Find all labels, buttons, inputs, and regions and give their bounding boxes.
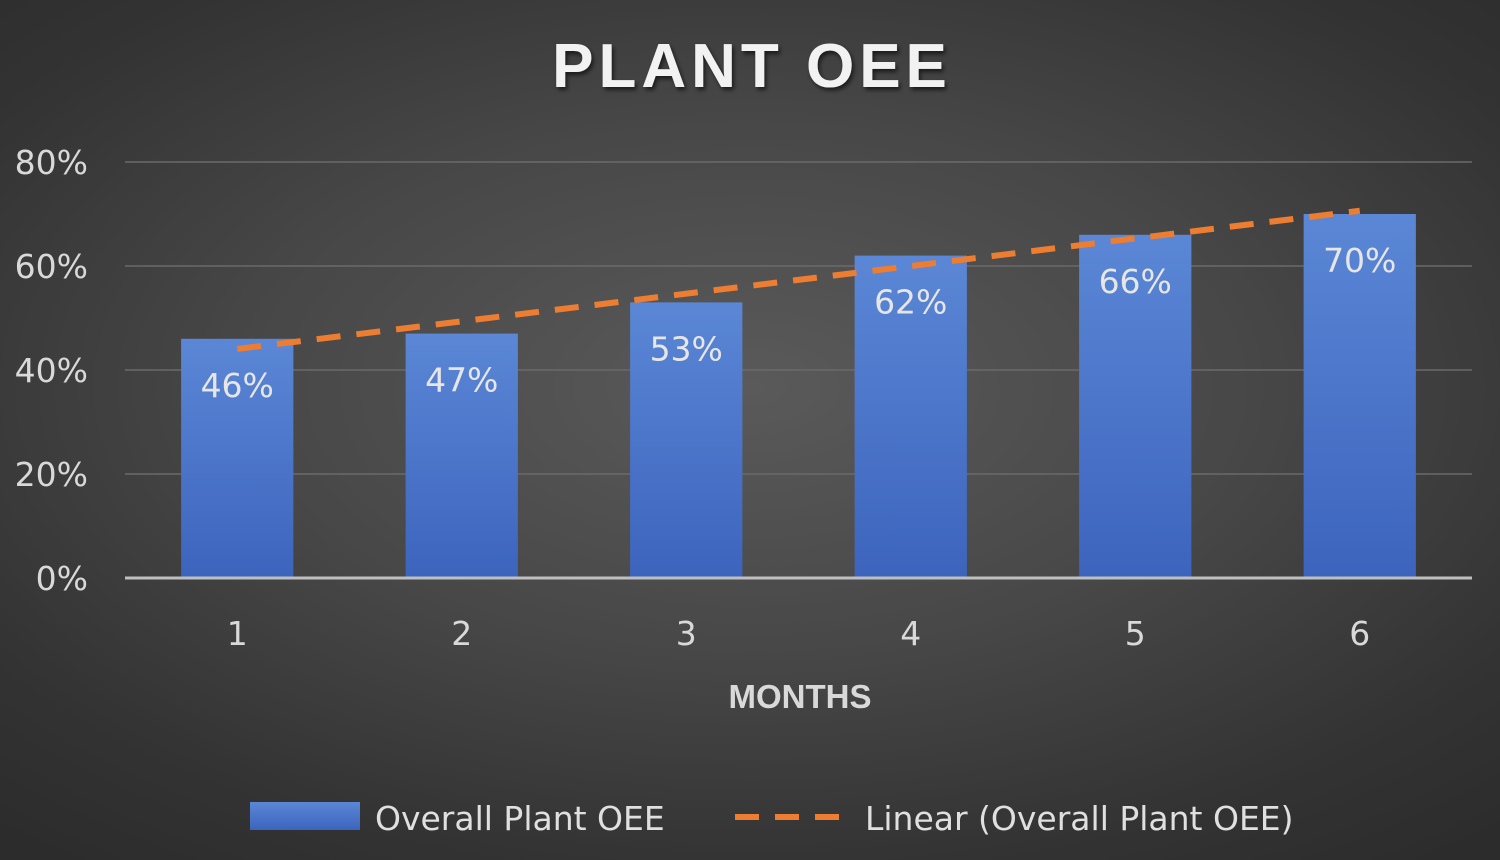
data-label: 53% xyxy=(650,329,723,368)
bar xyxy=(630,302,743,578)
data-label: 70% xyxy=(1323,241,1396,280)
y-tick-label: 40% xyxy=(15,351,88,390)
y-axis-tick-labels: 0% 20% 40% 60% 80% xyxy=(15,143,88,598)
chart-title: PLANT OEE xyxy=(552,32,952,101)
y-tick-label: 60% xyxy=(15,247,88,286)
bar xyxy=(1303,214,1416,578)
data-label: 46% xyxy=(201,366,274,405)
bar xyxy=(854,255,967,578)
x-axis-tick-labels: 1 2 3 4 5 6 xyxy=(227,614,1371,653)
x-tick-label: 2 xyxy=(451,614,472,653)
bars xyxy=(181,214,1416,579)
y-tick-label: 80% xyxy=(15,143,88,182)
gridlines xyxy=(125,161,1472,475)
bar xyxy=(405,333,518,578)
x-tick-label: 1 xyxy=(227,614,248,653)
legend: Overall Plant OEE Linear (Overall Plant … xyxy=(250,799,1294,838)
trendline xyxy=(236,207,1361,352)
y-tick-label: 20% xyxy=(15,455,88,494)
trendline-group xyxy=(236,207,1361,352)
legend-label-series: Overall Plant OEE xyxy=(375,799,665,838)
x-tick-label: 6 xyxy=(1349,614,1370,653)
bar xyxy=(181,338,294,578)
legend-label-trendline: Linear (Overall Plant OEE) xyxy=(865,799,1294,838)
x-axis-title: MONTHS xyxy=(729,678,872,715)
x-tick-label: 5 xyxy=(1125,614,1146,653)
data-label: 66% xyxy=(1099,262,1172,301)
data-labels: 46% 47% 53% 62% 66% 70% xyxy=(201,241,1397,405)
data-label: 47% xyxy=(425,361,498,400)
legend-swatch-bar xyxy=(250,802,360,830)
x-tick-label: 3 xyxy=(676,614,697,653)
bar xyxy=(1079,234,1192,579)
x-tick-label: 4 xyxy=(900,614,921,653)
data-label: 62% xyxy=(874,283,947,322)
y-tick-label: 0% xyxy=(36,559,88,598)
